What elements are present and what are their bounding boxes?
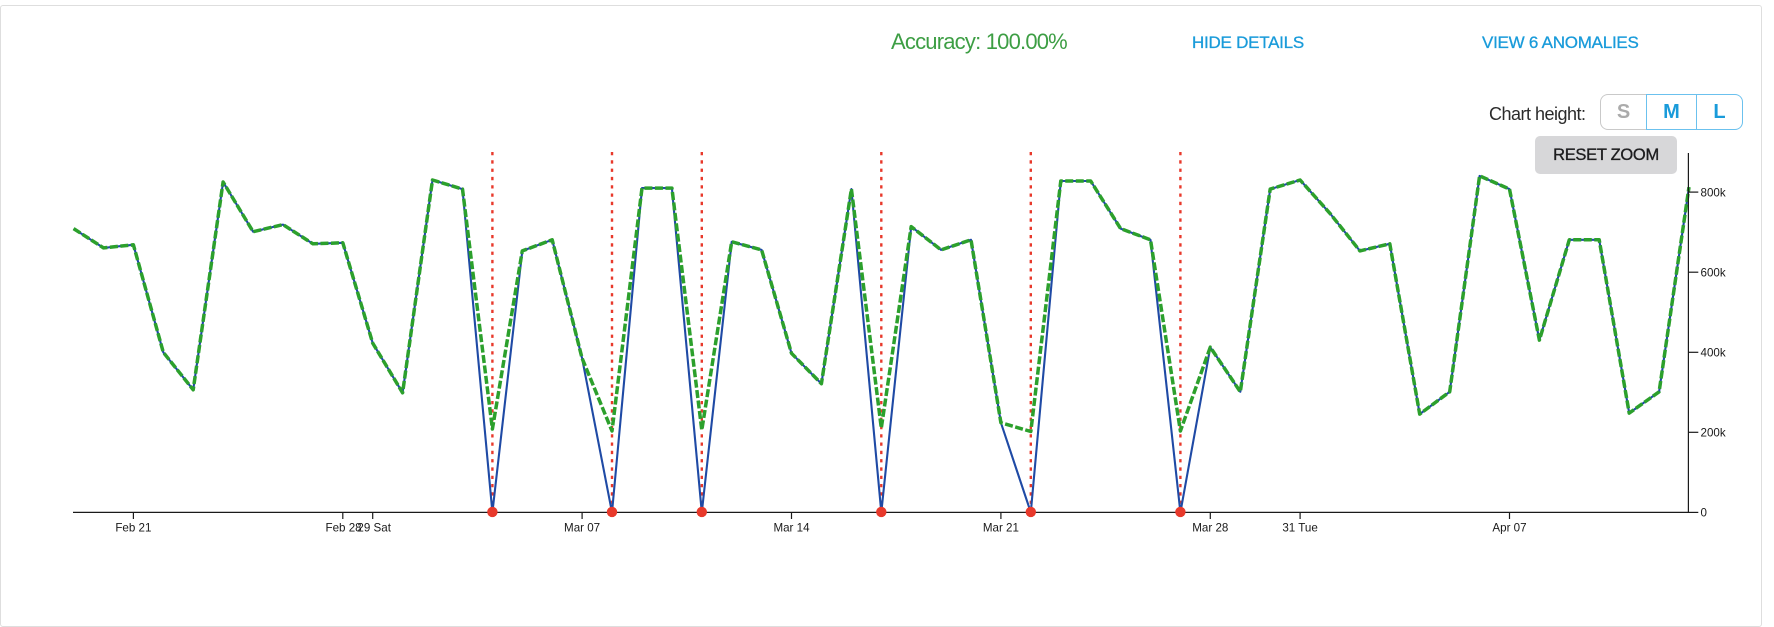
svg-text:0: 0 [1701, 507, 1707, 520]
svg-text:600k: 600k [1701, 266, 1726, 279]
svg-text:800k: 800k [1701, 186, 1726, 199]
svg-text:Mar 14: Mar 14 [773, 522, 810, 535]
svg-text:29 Sat: 29 Sat [357, 522, 391, 535]
svg-text:400k: 400k [1701, 347, 1726, 360]
svg-text:Mar 28: Mar 28 [1192, 522, 1228, 535]
svg-text:200k: 200k [1701, 427, 1726, 440]
svg-text:Feb 28: Feb 28 [326, 522, 362, 535]
svg-text:Feb 21: Feb 21 [115, 522, 151, 535]
svg-text:Mar 07: Mar 07 [564, 522, 600, 535]
svg-text:31 Tue: 31 Tue [1282, 522, 1317, 535]
svg-text:Mar 21: Mar 21 [983, 522, 1019, 535]
svg-text:Apr 07: Apr 07 [1492, 522, 1526, 535]
